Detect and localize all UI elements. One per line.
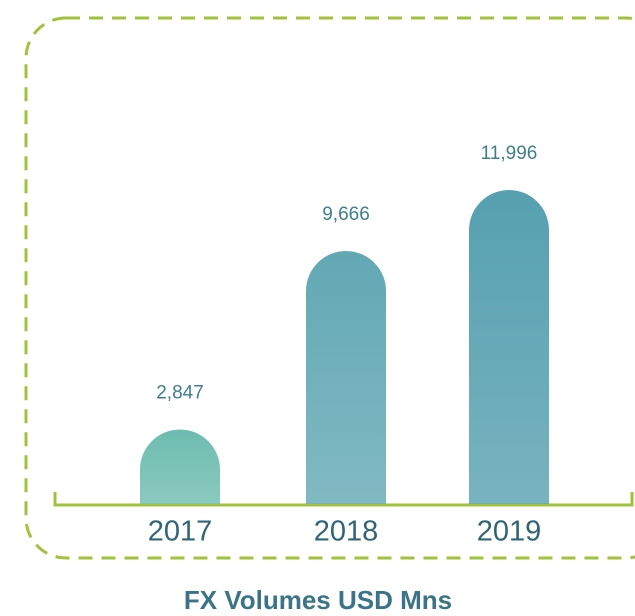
value-label: 2,847 xyxy=(156,382,204,403)
x-tick-label: 2017 xyxy=(148,516,213,548)
bar xyxy=(306,250,386,504)
bar xyxy=(140,429,220,504)
frame xyxy=(24,16,635,560)
value-label: 9,666 xyxy=(322,204,370,225)
chart-title: FX Volumes USD Mns xyxy=(184,585,452,615)
x-tick-label: 2019 xyxy=(477,516,542,548)
baseline xyxy=(53,492,634,507)
value-label: 11,996 xyxy=(481,143,538,164)
x-tick-label: 2018 xyxy=(314,516,379,548)
bar xyxy=(469,190,549,504)
